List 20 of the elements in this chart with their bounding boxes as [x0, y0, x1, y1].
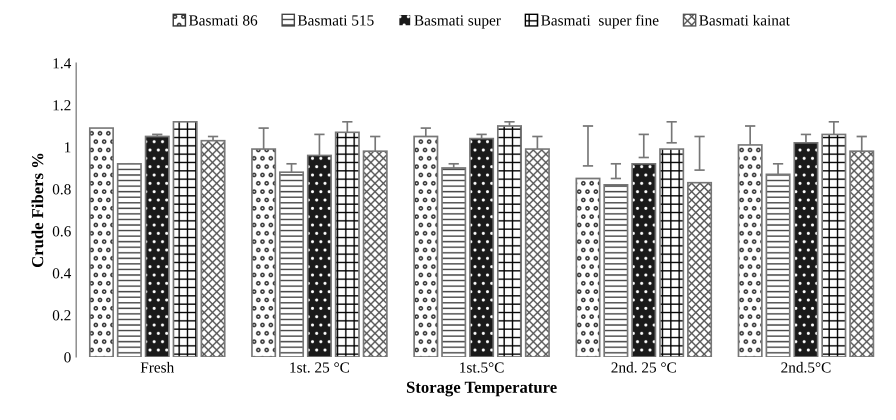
x-tick-label: 1st.5°C [460, 362, 504, 373]
y-tick-label: 0 [64, 352, 71, 362]
y-axis-title: Crude Fibers % [32, 154, 44, 268]
legend-label: Basmati 86 [188, 15, 258, 26]
y-tick-label: 1.2 [54, 100, 70, 111]
y-tick-label: 0.4 [52, 268, 72, 279]
x-tick-label: 2nd. 25 °C [611, 362, 676, 373]
x-tick-label: Fresh [140, 362, 174, 373]
x-axis-title: Storage Temperature [406, 382, 557, 396]
x-tick-label: 1st. 25 °C [290, 362, 350, 373]
y-tick-label: 0.6 [52, 226, 71, 237]
y-tick-label: 0.8 [52, 184, 71, 195]
y-tick-label: 1.4 [54, 58, 72, 69]
legend-label: Basmati 515 [298, 15, 374, 26]
x-tick-label: 2nd.5°C [781, 362, 830, 373]
legend-label: Basmati super fine [541, 14, 658, 29]
legend-label: Basmati kainat [699, 14, 790, 26]
y-tick-label: 1 [65, 142, 70, 152]
y-tick-label: 0.2 [52, 310, 70, 321]
legend-label: Basmati super [414, 15, 501, 29]
